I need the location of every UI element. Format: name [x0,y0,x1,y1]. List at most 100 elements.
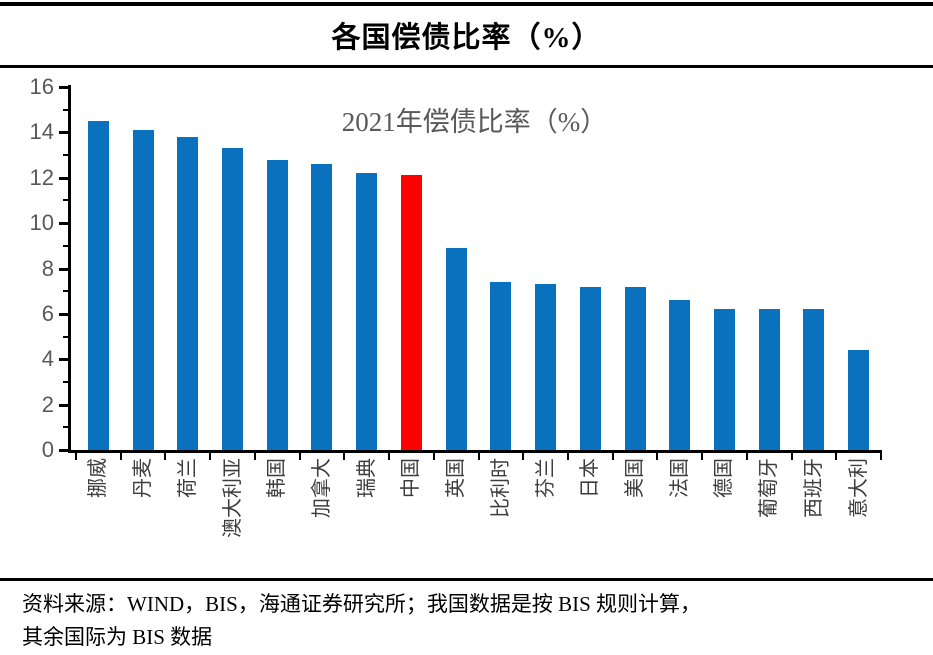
x-tick [745,450,748,460]
bar [669,300,691,450]
bar [624,286,646,450]
x-tick [790,450,793,460]
x-tick [432,450,435,460]
x-tick [656,450,659,460]
x-category-label: 英国 [434,458,479,590]
x-category-label-text: 法国 [668,458,691,498]
y-tick-label: 4 [41,346,54,372]
y-major-tick [59,358,68,362]
bar [535,284,557,450]
x-tick [835,450,838,460]
chart-subtitle: 2021年偿债比率（%） [341,107,608,137]
x-category-label: 法国 [657,458,702,590]
bar [177,136,199,450]
x-category-label-text: 英国 [445,458,468,498]
x-tick [343,450,346,460]
y-major-tick [59,312,68,316]
x-tick [880,450,882,460]
y-tick-label: 8 [41,255,54,281]
x-category-label-text: 加拿大 [310,458,333,518]
bar-highlighted [400,175,422,450]
y-tick-label: 14 [29,119,54,145]
x-category-label-text: 澳大利亚 [221,458,244,538]
bar [713,309,735,450]
x-category-label-text: 比利时 [489,458,512,518]
y-minor-tick [63,244,68,247]
y-minor-tick [63,154,68,157]
x-category-label: 挪威 [76,458,121,590]
x-tick [701,450,704,460]
x-category-label-text: 荷兰 [176,458,199,498]
x-category-label: 中国 [389,458,434,590]
x-category-label: 加拿大 [300,458,345,590]
bar [490,282,512,450]
y-tick-label: 2 [41,391,54,417]
y-tick-label: 16 [29,74,54,99]
x-category-label: 澳大利亚 [210,458,255,590]
source-line-2: 其余国际为 BIS 数据 [22,625,213,649]
x-tick [298,450,301,460]
bar [579,286,601,450]
chart-title: 各国偿债比率（%） [331,22,602,54]
y-tick-label: 0 [41,437,54,462]
y-major-tick [59,176,68,180]
x-tick [388,450,391,460]
x-tick [164,450,167,460]
x-tick [209,450,212,460]
title-divider [0,65,933,68]
x-tick [566,450,569,460]
x-category-label: 丹麦 [121,458,166,590]
y-minor-tick [63,199,68,202]
x-category-label: 德国 [702,458,747,590]
bar [445,248,467,450]
x-category-label: 荷兰 [165,458,210,590]
x-tick [75,450,77,460]
bar [266,159,288,450]
y-major-tick [59,403,68,407]
x-category-label-text: 丹麦 [132,458,155,498]
x-category-label-text: 美国 [624,458,647,498]
bar [222,148,244,450]
bar [311,164,333,450]
source-line-1: 资料来源：WIND，BIS，海通证券研究所；我国数据是按 BIS 规则计算， [22,592,702,616]
y-tick-label: 12 [29,164,54,190]
x-category-label: 日本 [568,458,613,590]
y-minor-tick [63,335,68,338]
bar [758,309,780,450]
x-tick [119,450,122,460]
x-category-label: 芬兰 [523,458,568,590]
x-category-label-text: 德国 [713,458,736,498]
y-axis-line [68,85,71,453]
y-minor-tick [63,290,68,293]
y-major-tick [59,86,68,89]
y-major-tick [59,449,68,452]
x-category-label-text: 中国 [400,458,423,498]
x-tick [253,450,256,460]
x-category-label-text: 意大利 [847,458,870,518]
y-major-tick [59,267,68,271]
bar [132,130,154,450]
x-category-label-text: 挪威 [87,458,110,498]
y-minor-tick [63,426,68,429]
x-category-label: 韩国 [255,458,300,590]
x-category-label-text: 西班牙 [802,458,825,518]
x-category-label: 西班牙 [792,458,837,590]
bar [356,173,378,450]
x-tick [477,450,480,460]
x-category-label-text: 芬兰 [534,458,557,498]
x-tick [611,450,614,460]
x-category-label: 美国 [613,458,658,590]
x-tick [522,450,525,460]
top-rule [0,2,933,6]
y-minor-tick [63,380,68,383]
y-minor-tick [63,108,68,111]
x-category-label: 比利时 [479,458,524,590]
x-category-label: 葡萄牙 [747,458,792,590]
x-category-label: 意大利 [836,458,881,590]
footer-divider [0,578,933,581]
source-note: 资料来源：WIND，BIS，海通证券研究所；我国数据是按 BIS 规则计算， 其… [22,588,922,654]
x-category-label: 瑞典 [344,458,389,590]
bar [803,309,825,450]
bar [87,121,109,450]
